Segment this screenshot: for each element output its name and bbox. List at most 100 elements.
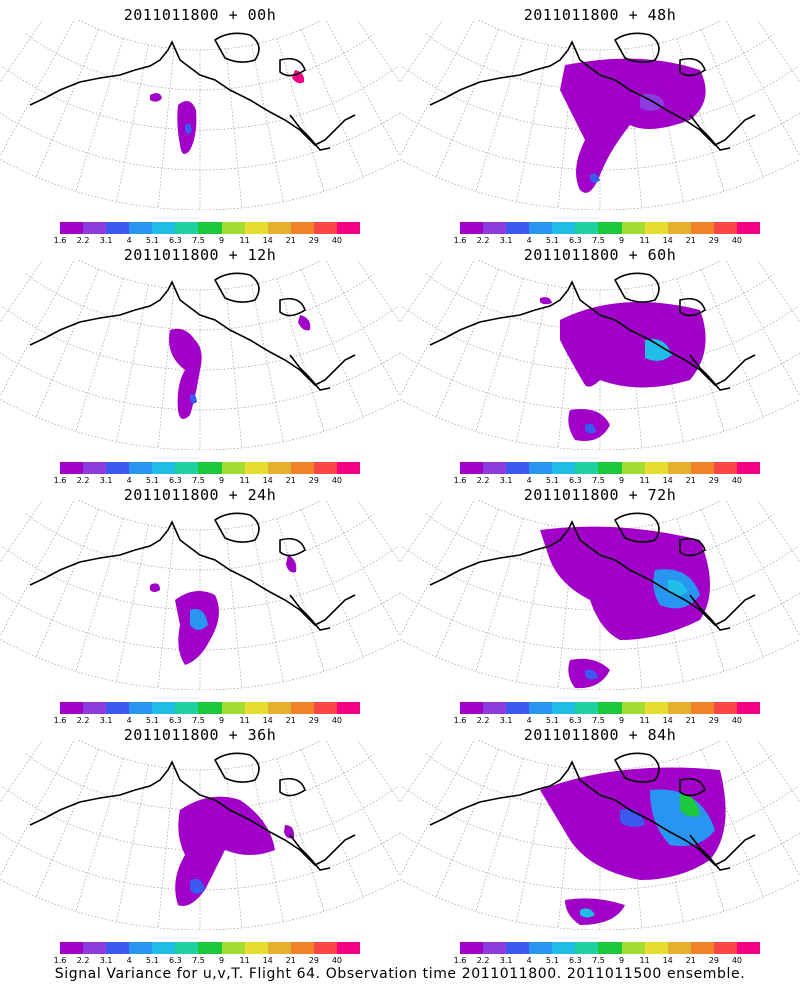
variance-contour [580, 908, 595, 918]
colorbar-swatch [267, 462, 291, 474]
colorbar-label: 2.2 [76, 716, 90, 725]
colorbar-swatch [129, 702, 153, 714]
colorbar-label: 1.6 [453, 236, 467, 245]
colorbar-label: 6.3 [169, 956, 182, 965]
colorbar-label: 1.6 [453, 476, 467, 485]
variance-contour [585, 423, 596, 434]
colorbar-label: 14 [262, 716, 273, 725]
map-plot [400, 500, 800, 690]
colorbar-swatch [552, 462, 576, 474]
colorbar-label: 29 [708, 716, 719, 725]
colorbar-swatch [667, 702, 691, 714]
colorbar-swatch [552, 942, 576, 954]
coastline [429, 512, 756, 631]
panel-title: 2011011800 + 24h [123, 486, 277, 504]
colorbar-swatch [336, 702, 361, 714]
colorbar [460, 222, 761, 234]
map-panel-72h: 2011011800 + 72h 1.6 2.2 3.1 4 5.1 6.3 7.5 9 11 14… [400, 480, 800, 725]
map-plot [0, 500, 400, 690]
colorbar-swatch [506, 222, 530, 234]
map-plot [400, 740, 800, 930]
colorbar-swatch [336, 222, 361, 234]
colorbar-swatch [221, 942, 245, 954]
colorbar-swatch [690, 942, 714, 954]
colorbar-swatch [621, 462, 645, 474]
colorbar-label: 14 [662, 716, 673, 725]
colorbar-label: 6.3 [569, 956, 582, 965]
colorbar-swatch [152, 222, 176, 234]
colorbar-swatch [290, 942, 314, 954]
colorbar-label: 11 [639, 956, 650, 965]
colorbar-label: 1.6 [53, 476, 67, 485]
colorbar-labels: 1.6 2.2 3.1 4 5.1 6.3 7.5 9 11 14 21 29 40 [54, 716, 360, 726]
colorbar-swatch [175, 462, 199, 474]
colorbar-label: 40 [731, 476, 743, 485]
variance-contour [190, 609, 208, 630]
colorbar-label: 1.6 [53, 716, 67, 725]
colorbar-label: 21 [685, 716, 696, 725]
colorbar-swatch [644, 222, 668, 234]
colorbar-swatch [621, 942, 645, 954]
colorbar-label: 3.1 [499, 236, 513, 245]
colorbar [460, 942, 761, 954]
variance-contour [560, 302, 706, 388]
colorbar-swatch [198, 942, 222, 954]
colorbar-swatch [483, 942, 507, 954]
panel-title: 2011011800 + 36h [123, 726, 277, 744]
colorbar-label: 14 [262, 236, 273, 245]
colorbar-swatch [598, 222, 622, 234]
colorbar-label: 21 [285, 236, 296, 245]
colorbar-swatch [460, 462, 484, 474]
colorbar-swatch [152, 942, 176, 954]
variance-contour [650, 789, 715, 846]
colorbar-labels: 1.6 2.2 3.1 4 5.1 6.3 7.5 9 11 14 21 29 40 [54, 236, 360, 246]
colorbar-swatch [290, 462, 314, 474]
colorbar-swatch [736, 222, 761, 234]
colorbar-swatch [736, 942, 761, 954]
colorbar-swatch [290, 702, 314, 714]
colorbar-label: 11 [639, 716, 650, 725]
colorbar-swatch [313, 942, 337, 954]
colorbar-swatch [60, 222, 84, 234]
colorbar-swatch [313, 222, 337, 234]
panel-title: 2011011800 + 12h [123, 246, 277, 264]
map-panel-12h: 2011011800 + 12h 1.6 2.2 3.1 4 5.1 6.3 7.5 9 11 14… [0, 240, 400, 485]
colorbar-swatch [483, 462, 507, 474]
panel-title: 2011011800 + 60h [523, 246, 677, 264]
colorbar-swatch [529, 222, 553, 234]
colorbar-swatch [129, 222, 153, 234]
colorbar-label: 9 [218, 716, 225, 725]
colorbar-swatch [621, 702, 645, 714]
colorbar-swatch [506, 702, 530, 714]
colorbar-swatch [313, 462, 337, 474]
colorbar-label: 11 [639, 236, 650, 245]
map-panel-00h: 2011011800 + 00h 1.6 2.2 3.1 4 5.1 6.3 7.5 9 11 14… [0, 0, 400, 245]
map-panel-84h: 2011011800 + 84h 1.6 2.2 3.1 4 5.1 6.3 7.5 9 11 14… [400, 720, 800, 965]
colorbar-label: 9 [218, 476, 225, 485]
colorbar-label: 4 [526, 476, 532, 485]
colorbar-swatch [529, 942, 553, 954]
colorbar-label: 21 [285, 476, 296, 485]
colorbar-label: 9 [218, 956, 225, 965]
colorbar-swatch [690, 222, 714, 234]
variance-contour [185, 123, 192, 134]
colorbar-swatch [106, 702, 130, 714]
colorbar-label: 40 [731, 956, 743, 965]
colorbar [460, 462, 761, 474]
colorbar-label: 14 [662, 956, 673, 965]
colorbar-swatch [175, 222, 199, 234]
variance-contour [565, 898, 625, 925]
colorbar-label: 14 [662, 476, 673, 485]
map-panel-48h: 2011011800 + 48h 1.6 2.2 3.1 4 5.1 6.3 7.5 9 11 14… [400, 0, 800, 245]
colorbar-label: 2.2 [76, 476, 90, 485]
colorbar-label: 5.1 [145, 716, 159, 725]
colorbar-label: 3.1 [99, 716, 113, 725]
colorbar-swatch [129, 942, 153, 954]
colorbar-label: 21 [685, 476, 696, 485]
colorbar-label: 29 [308, 236, 319, 245]
colorbar-label: 4 [126, 236, 132, 245]
colorbar-swatch [575, 462, 599, 474]
colorbar-label: 29 [708, 956, 719, 965]
colorbar-swatch [152, 462, 176, 474]
colorbar-swatch [460, 702, 484, 714]
